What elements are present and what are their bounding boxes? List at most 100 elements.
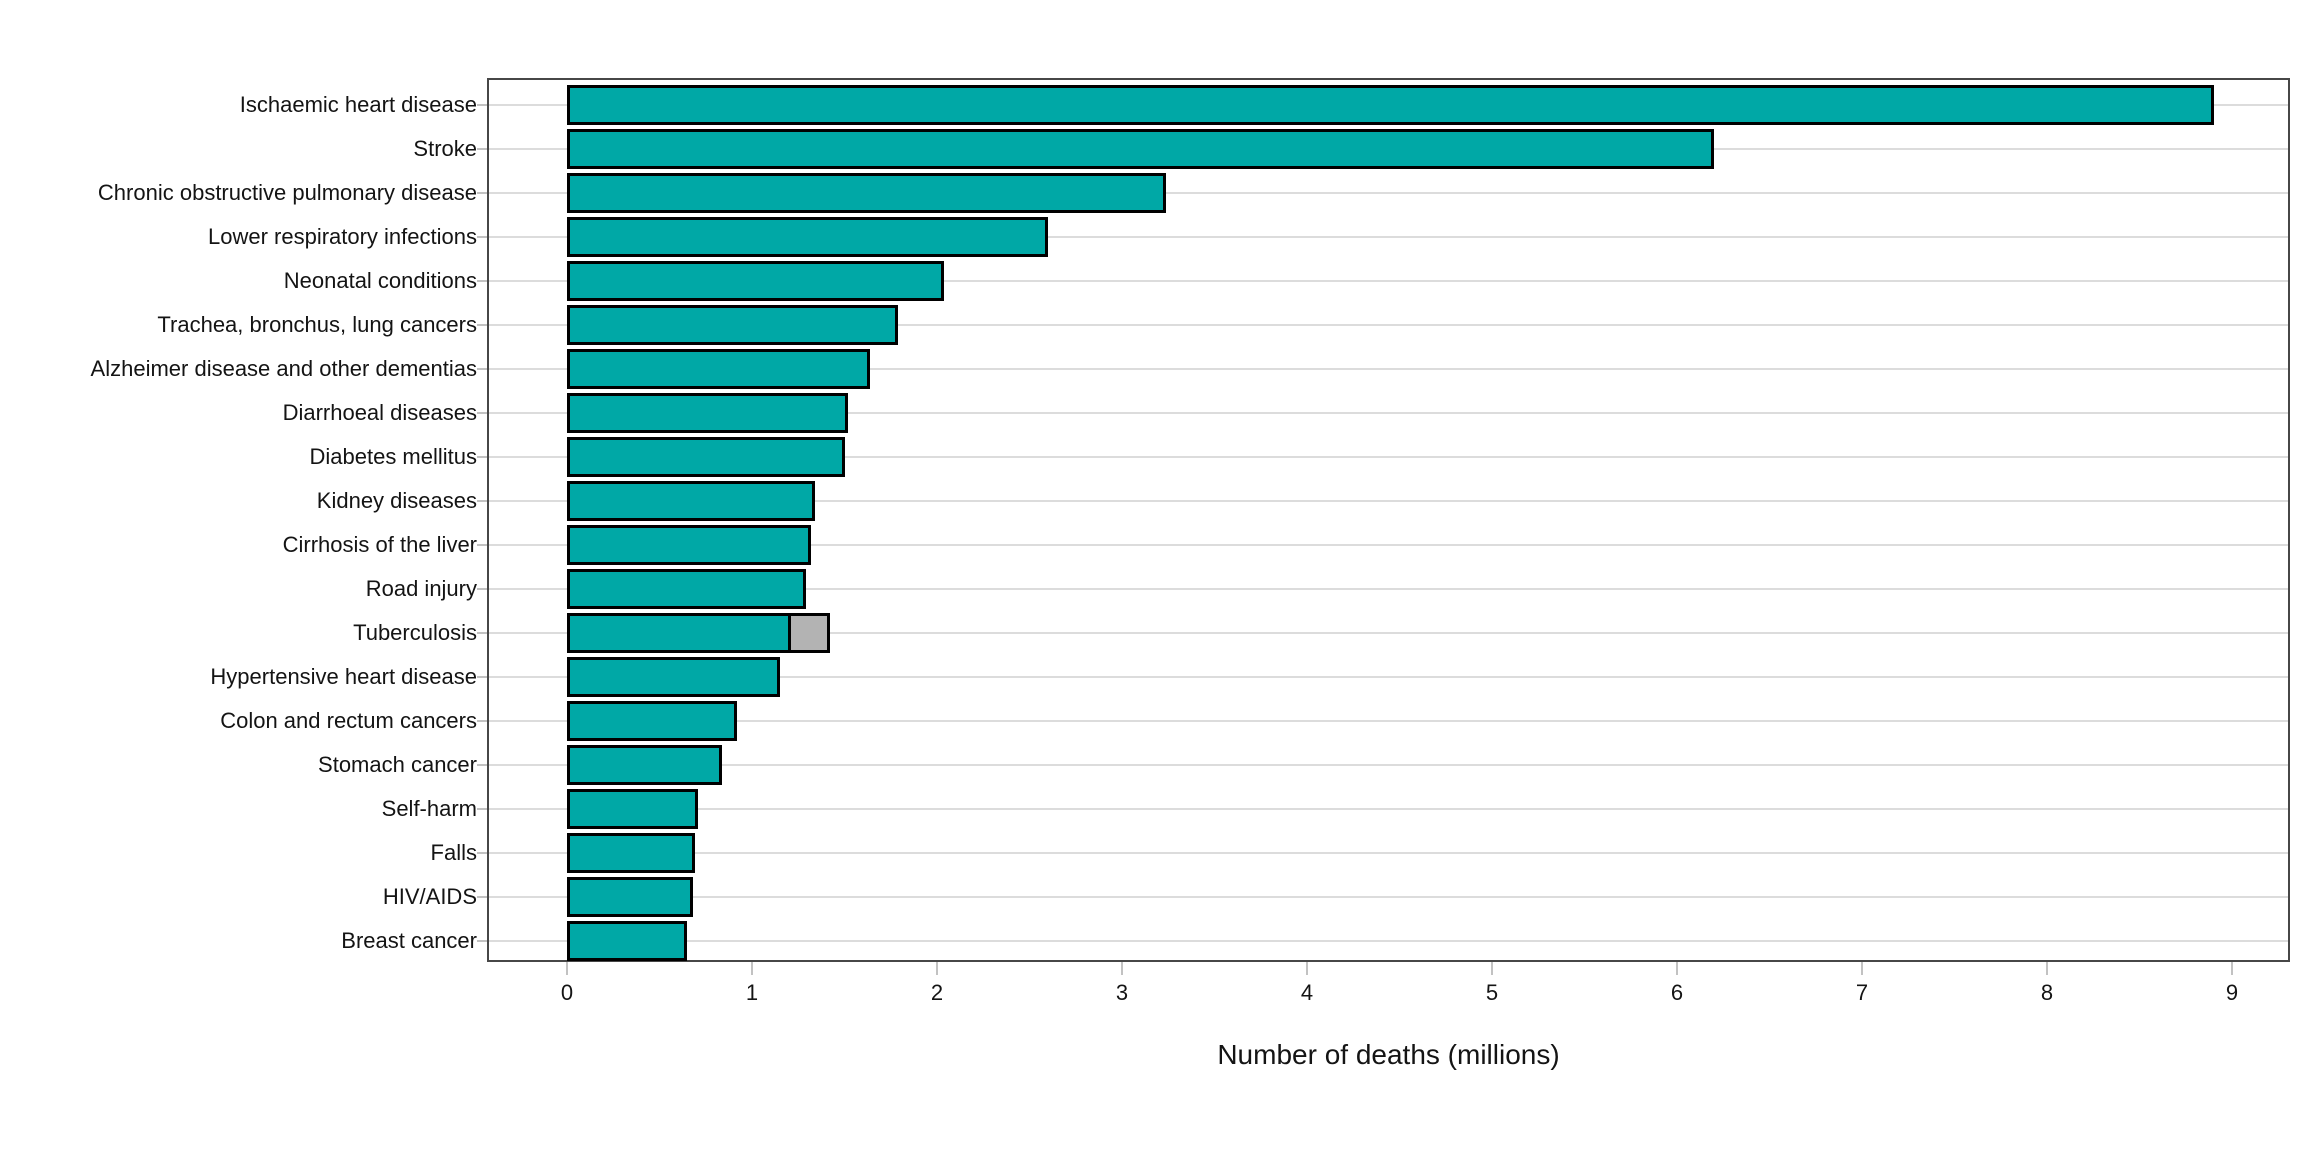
category-label-kidney-diseases: Kidney diseases — [316, 488, 477, 513]
x-axis-tick — [566, 962, 568, 975]
category-tick — [477, 368, 487, 370]
category-tick — [477, 500, 487, 502]
category-tick — [477, 104, 487, 106]
category-label-falls: Falls — [430, 840, 477, 865]
category-tick — [477, 852, 487, 854]
category-gridline — [489, 896, 2288, 898]
category-gridline — [489, 676, 2288, 678]
category-gridline — [489, 940, 2288, 942]
category-tick — [477, 236, 487, 238]
category-tick — [477, 896, 487, 898]
category-tick — [477, 192, 487, 194]
bar-self-harm — [567, 789, 698, 829]
x-axis-tick-label: 7 — [1855, 980, 1869, 1005]
category-gridline — [489, 192, 2288, 194]
x-axis-tick — [1861, 962, 1863, 975]
bar-ischaemic-heart-disease — [567, 85, 2214, 125]
category-label-road-injury: Road injury — [365, 576, 477, 601]
category-label-stroke: Stroke — [413, 136, 477, 161]
bar-stroke — [567, 129, 1714, 169]
category-tick — [477, 808, 487, 810]
category-tick — [477, 412, 487, 414]
x-axis-tick-label: 6 — [1670, 980, 1684, 1005]
x-axis-tick — [2046, 962, 2048, 975]
category-label-breast-cancer: Breast cancer — [341, 928, 477, 953]
category-label-lower-respiratory-infections: Lower respiratory infections — [207, 224, 477, 249]
x-axis-tick-label: 3 — [1115, 980, 1129, 1005]
bar-colon-and-rectum-cancers — [567, 701, 737, 741]
bar-trachea-bronchus-lung-cancers — [567, 305, 898, 345]
category-gridline — [489, 500, 2288, 502]
bar-stomach-cancer — [567, 745, 722, 785]
category-tick — [477, 148, 487, 150]
x-axis-tick — [1121, 962, 1123, 975]
bar-falls — [567, 833, 695, 873]
category-gridline — [489, 456, 2288, 458]
x-axis-tick-label: 9 — [2225, 980, 2239, 1005]
category-label-trachea-bronchus-lung-cancers: Trachea, bronchus, lung cancers — [157, 312, 477, 337]
category-gridline — [489, 280, 2288, 282]
category-tick — [477, 940, 487, 942]
category-label-colon-and-rectum-cancers: Colon and rectum cancers — [220, 708, 477, 733]
bar-diabetes-mellitus — [567, 437, 845, 477]
bar-breast-cancer — [567, 921, 687, 961]
category-tick — [477, 280, 487, 282]
plot-panel — [487, 78, 2290, 962]
category-tick — [477, 588, 487, 590]
bar-cirrhosis-of-the-liver — [567, 525, 811, 565]
x-axis-tick — [1306, 962, 1308, 975]
category-gridline — [489, 412, 2288, 414]
category-tick — [477, 456, 487, 458]
category-label-neonatal-conditions: Neonatal conditions — [283, 268, 477, 293]
category-gridline — [489, 236, 2288, 238]
category-label-ischaemic-heart-disease: Ischaemic heart disease — [239, 92, 477, 117]
x-axis-tick-label: 8 — [2040, 980, 2054, 1005]
bar-diarrhoeal-diseases — [567, 393, 848, 433]
x-axis-tick-label: 0 — [560, 980, 574, 1005]
category-tick — [477, 676, 487, 678]
category-gridline — [489, 632, 2288, 634]
category-tick — [477, 324, 487, 326]
x-axis-title: Number of deaths (millions) — [1217, 1039, 1560, 1070]
x-axis-tick-label: 1 — [745, 980, 759, 1005]
category-label-diarrhoeal-diseases: Diarrhoeal diseases — [282, 400, 477, 425]
bar-kidney-diseases — [567, 481, 815, 521]
x-axis-tick-label: 5 — [1485, 980, 1499, 1005]
x-axis-tick — [2231, 962, 2233, 975]
category-label-chronic-obstructive-pulmonary-disease: Chronic obstructive pulmonary disease — [97, 180, 477, 205]
bar-tuberculosis — [567, 613, 791, 653]
category-label-self-harm: Self-harm — [381, 796, 477, 821]
bar-hiv-aids — [567, 877, 693, 917]
category-gridline — [489, 544, 2288, 546]
category-gridline — [489, 324, 2288, 326]
category-gridline — [489, 808, 2288, 810]
x-axis-tick-label: 2 — [930, 980, 944, 1005]
bar-alzheimer-disease-and-other-dementias — [567, 349, 870, 389]
category-gridline — [489, 764, 2288, 766]
category-tick — [477, 632, 487, 634]
bar-hypertensive-heart-disease — [567, 657, 780, 697]
bar-chronic-obstructive-pulmonary-disease — [567, 173, 1166, 213]
category-label-alzheimer-disease-and-other-dementias: Alzheimer disease and other dementias — [90, 356, 477, 381]
category-label-diabetes-mellitus: Diabetes mellitus — [309, 444, 477, 469]
x-axis-tick — [1491, 962, 1493, 975]
category-gridline — [489, 588, 2288, 590]
category-label-hypertensive-heart-disease: Hypertensive heart disease — [210, 664, 477, 689]
x-axis-tick — [751, 962, 753, 975]
bar-road-injury — [567, 569, 806, 609]
x-axis-tick-label: 4 — [1300, 980, 1314, 1005]
bar-lower-respiratory-infections — [567, 217, 1048, 257]
category-tick — [477, 720, 487, 722]
bar-secondary-segment-tuberculosis — [788, 613, 830, 653]
category-label-cirrhosis-of-the-liver: Cirrhosis of the liver — [282, 532, 477, 557]
category-label-hiv-aids: HIV/AIDS — [382, 884, 477, 909]
category-label-tuberculosis: Tuberculosis — [353, 620, 477, 645]
x-axis-tick — [936, 962, 938, 975]
category-gridline — [489, 852, 2288, 854]
category-gridline — [489, 720, 2288, 722]
category-gridline — [489, 368, 2288, 370]
category-label-stomach-cancer: Stomach cancer — [318, 752, 477, 777]
bar-neonatal-conditions — [567, 261, 944, 301]
category-tick — [477, 544, 487, 546]
